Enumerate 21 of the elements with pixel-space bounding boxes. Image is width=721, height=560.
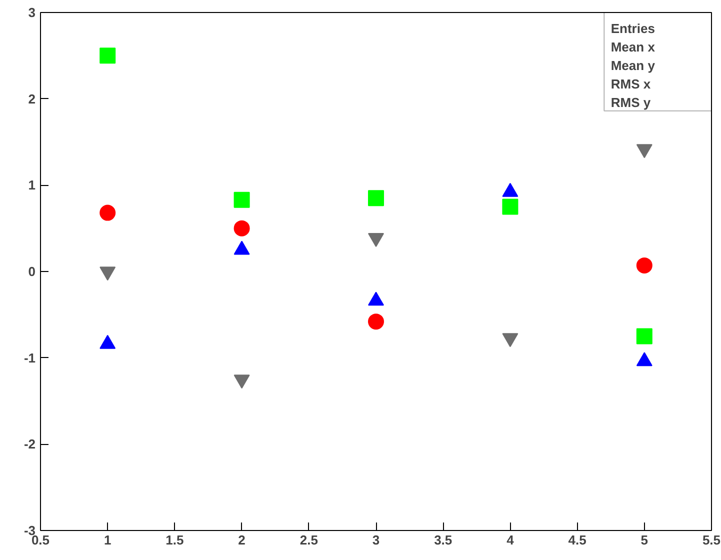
annotation: RMS y <box>610 95 652 110</box>
x-tick-label: 5 <box>640 532 648 548</box>
y-tick-label: -2 <box>24 436 36 452</box>
x-tick-label: 4 <box>506 532 515 548</box>
x-tick-label: 5.5 <box>702 532 721 548</box>
annotation: Mean y <box>610 58 656 73</box>
x-tick-label: 4.5 <box>568 532 586 548</box>
x-tick-label: 1.5 <box>166 532 184 548</box>
y-tick-label: 1 <box>28 178 36 193</box>
x-tick-label: 3 <box>372 532 380 548</box>
y-tick-label: 2 <box>28 91 36 106</box>
x-tick-label: 3.5 <box>434 532 452 548</box>
x-tick-label: 1 <box>104 532 112 548</box>
y-tick-label: -1 <box>24 350 36 366</box>
annotation: Entries <box>610 20 655 36</box>
x-tick-label: 2.5 <box>300 532 318 548</box>
annotation: Mean x <box>610 39 656 54</box>
y-tick-label: 3 <box>28 5 36 20</box>
x-tick-label: 2 <box>238 532 246 548</box>
annotation: RMS x <box>610 76 652 92</box>
y-tick-label: 0 <box>28 264 36 279</box>
